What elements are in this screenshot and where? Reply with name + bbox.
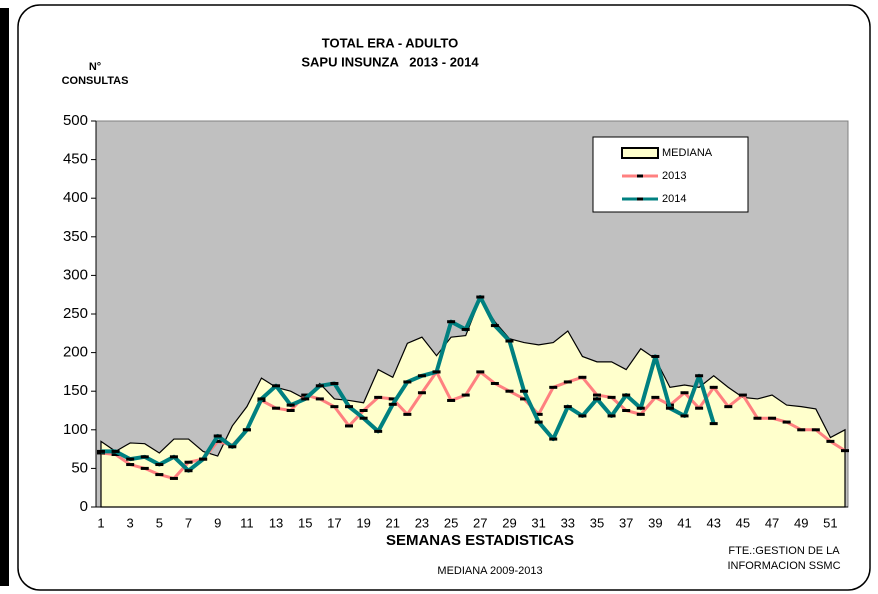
legend-label: MEDIANA: [662, 147, 713, 159]
x-tick-label: 49: [794, 515, 808, 530]
note: MEDIANA 2009-2013: [437, 565, 542, 577]
x-tick-label: 51: [823, 515, 837, 530]
legend-box: [592, 136, 749, 213]
x-tick-label: 35: [590, 515, 604, 530]
side-bar: [0, 8, 9, 586]
x-tick-label: 37: [619, 515, 633, 530]
y-tick-label: 100: [63, 421, 88, 438]
x-tick-label: 47: [765, 515, 779, 530]
x-tick-label: 5: [156, 515, 163, 530]
x-tick-label: 39: [648, 515, 662, 530]
y-axis-label: N°: [89, 61, 101, 73]
legend-label: 2013: [662, 170, 686, 182]
x-tick-label: 33: [561, 515, 575, 530]
x-tick-label: 25: [444, 515, 458, 530]
y-tick-label: 250: [63, 305, 88, 322]
x-tick-label: 17: [327, 515, 341, 530]
y-tick-label: 200: [63, 344, 88, 361]
chart-title: SAPU INSUNZA 2013 - 2014: [301, 54, 479, 69]
x-tick-label: 3: [127, 515, 134, 530]
x-tick-label: 1: [97, 515, 104, 530]
x-tick-label: 29: [502, 515, 516, 530]
legend-swatch: [621, 147, 659, 159]
x-tick-label: 23: [415, 515, 429, 530]
y-tick-label: 50: [71, 459, 88, 476]
x-tick-label: 31: [531, 515, 545, 530]
x-tick-label: 27: [473, 515, 487, 530]
y-tick-label: 450: [63, 151, 88, 168]
source: FTE.:GESTION DE LA: [728, 545, 840, 557]
y-tick-label: 0: [80, 498, 88, 515]
x-tick-label: 11: [240, 515, 254, 530]
y-tick-label: 500: [63, 112, 88, 129]
x-tick-label: 13: [269, 515, 283, 530]
y-tick-label: 350: [63, 228, 88, 245]
x-tick-label: 45: [736, 515, 750, 530]
y-tick-label: 150: [63, 382, 88, 399]
x-tick-label: 43: [706, 515, 720, 530]
x-tick-label: 7: [185, 515, 192, 530]
y-tick-label: 300: [63, 266, 88, 283]
x-tick-label: 41: [677, 515, 691, 530]
x-tick-label: 21: [386, 515, 400, 530]
x-axis-label: SEMANAS ESTADISTICAS: [386, 532, 574, 549]
y-axis-label: CONSULTAS: [62, 75, 129, 87]
x-tick-label: 15: [298, 515, 312, 530]
x-tick-label: 9: [214, 515, 221, 530]
source: INFORMACION SSMC: [727, 560, 840, 572]
chart-title: TOTAL ERA - ADULTO: [322, 35, 459, 50]
legend: MEDIANA 2013 2014: [592, 136, 749, 213]
legend-label: 2014: [662, 193, 686, 205]
x-tick-label: 19: [356, 515, 370, 530]
y-tick-label: 400: [63, 189, 88, 206]
